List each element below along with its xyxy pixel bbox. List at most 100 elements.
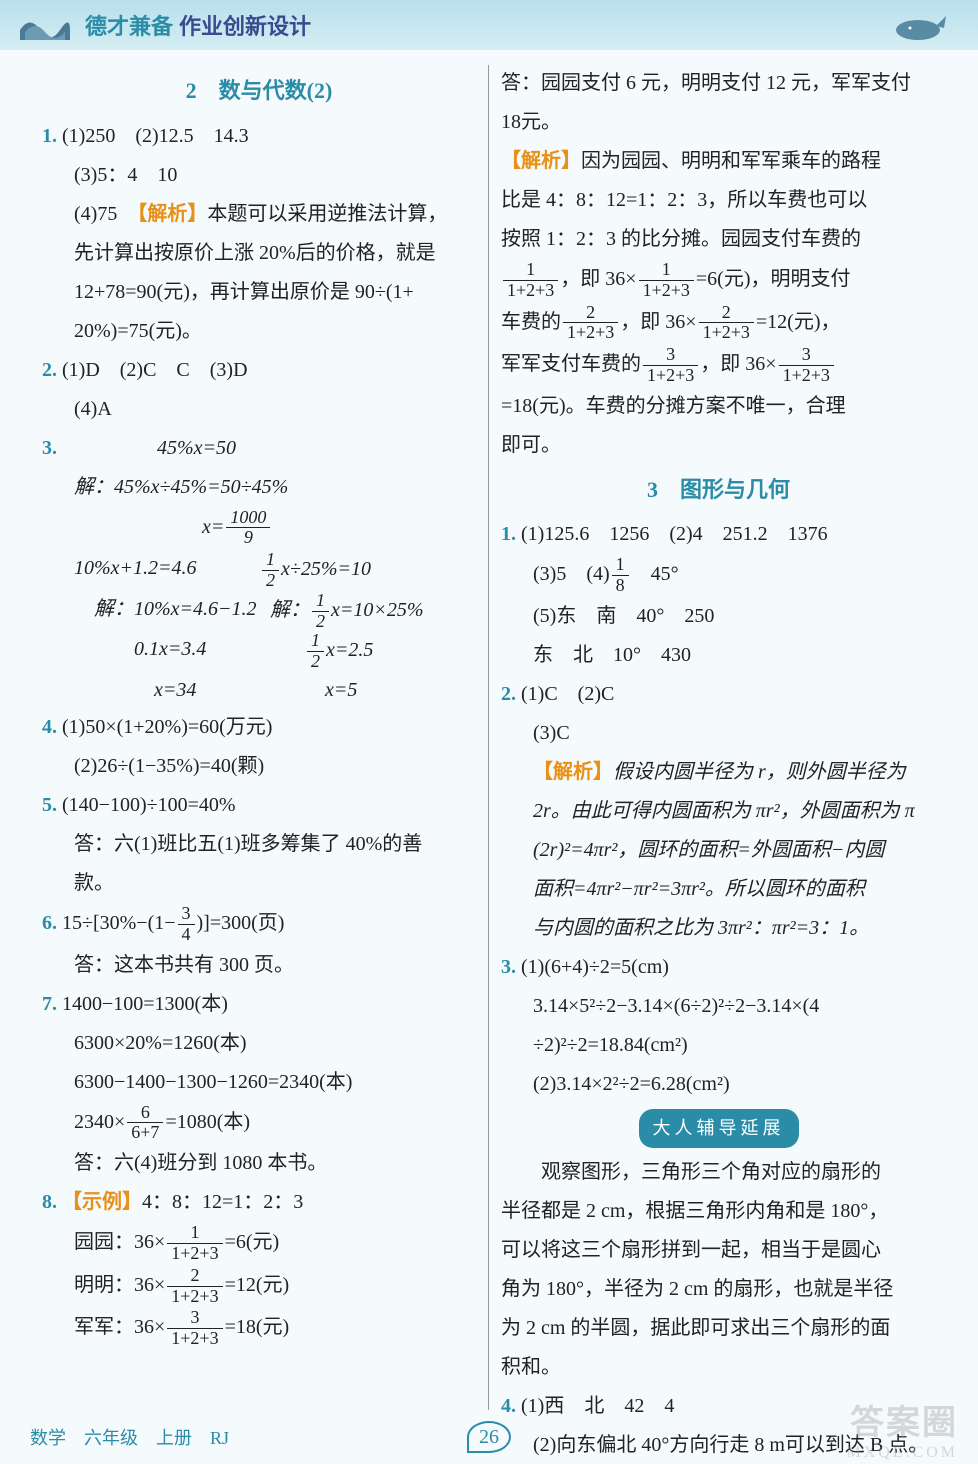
guide-l5: 为 2 cm 的半圆，据此即可求出三个扇形的面 xyxy=(501,1310,936,1347)
q1-l4: 先计算出按原价上涨 20%后的价格，就是 xyxy=(42,235,476,272)
r-top-a7: =18(元)。车费的分摊方案不唯一，合理 xyxy=(501,388,936,425)
q7-l5: 答：六(4)班分到 1080 本书。 xyxy=(42,1145,476,1182)
rq2-l1: (1)C (2)C xyxy=(521,683,614,705)
rq1-l1: (1)125.6 1256 (2)4 251.2 1376 xyxy=(521,523,828,545)
q6-pre: 15÷[30%−(1− xyxy=(62,912,176,934)
whale-icon xyxy=(888,8,948,43)
section-title-left: 2 数与代数(2) xyxy=(42,71,476,112)
content-area: 2 数与代数(2) 1. (1)250 (2)12.5 14.3 (3)5：4 … xyxy=(0,50,978,1410)
q1-l5: 12+78=90(元)，再计算出原价是 90÷(1+ xyxy=(42,274,476,311)
footer-text: 数学 六年级 上册 RJ xyxy=(30,1424,229,1450)
q7: 7. 1400−100=1300(本) xyxy=(42,986,476,1023)
q5-num: 5. xyxy=(42,794,57,816)
q7-l4: 2340×66+7=1080(本) xyxy=(42,1103,476,1144)
left-column: 2 数与代数(2) 1. (1)250 (2)12.5 14.3 (3)5：4 … xyxy=(30,65,489,1410)
watermark-main: 答案圈 xyxy=(850,1395,958,1444)
wave-icon xyxy=(20,10,70,40)
rq4-num: 4. xyxy=(501,1395,516,1417)
q4-l2: (2)26÷(1−35%)=40(颗) xyxy=(42,748,476,785)
q3-eq3: x=10009 xyxy=(42,508,476,549)
q3-eq2: 解：45%x÷45%=50÷45% xyxy=(42,469,476,506)
rq2-num: 2. xyxy=(501,683,516,705)
guide-l6: 积和。 xyxy=(501,1349,936,1386)
guide-l4: 角为 180°，半径为 2 cm 的扇形，也就是半径 xyxy=(501,1271,936,1308)
q1: 1. (1)250 (2)12.5 14.3 xyxy=(42,118,476,155)
guide-l3: 可以将这三个扇形拼到一起，相当于是圆心 xyxy=(501,1232,936,1269)
watermark-sub: MXQE.COM xyxy=(846,1444,958,1462)
q3-eq3bot: 9 xyxy=(226,528,270,548)
q5-l1: (140−100)÷100=40% xyxy=(62,794,236,816)
q8-l1: 4：8：12=1：2：3 xyxy=(142,1191,303,1213)
q3-row3: 解：10%x=4.6−1.2 解：12x=10×25% xyxy=(42,591,476,632)
q1-num: 1. xyxy=(42,125,57,147)
q3-row2: 10%x+1.2=4.6 12x÷25%=10 xyxy=(42,550,476,591)
rq2-a: 【解析】假设内圆半径为 r，则外圆半径为 xyxy=(501,754,936,791)
page-number: 26 xyxy=(467,1421,511,1453)
r-top-a5: 车费的21+2+3，即 36×21+2+3=12(元)， xyxy=(501,303,936,344)
q3-row4: 0.1x=3.4 12x=2.5 xyxy=(42,631,476,672)
section-title-right: 3 图形与几何 xyxy=(501,470,936,511)
q1-l3: (4)75 【解析】本题可以采用逆推法计算， xyxy=(42,196,476,233)
rq4-l1: (1)西 北 42 4 xyxy=(521,1395,674,1417)
q2: 2. (1)D (2)C C (3)D xyxy=(42,352,476,389)
q4-l1: (1)50×(1+20%)=60(万元) xyxy=(62,716,272,738)
q5-l2: 答：六(1)班比五(1)班多筹集了 40%的善 xyxy=(42,826,476,863)
r-top-l2: 18元。 xyxy=(501,104,936,141)
q2-num: 2. xyxy=(42,359,57,381)
q3-eq3top: 1000 xyxy=(226,508,270,529)
q3-row2b: 12x÷25%=10 xyxy=(260,550,446,591)
badge-wrap: 大人辅导延展 xyxy=(501,1109,936,1148)
header-title-2: 作业创新设计 xyxy=(179,9,311,41)
r-top-a2: 比是 4：8：12=1：2：3，所以车费也可以 xyxy=(501,182,936,219)
q6: 6. 15÷[30%−(1−34)]=300(页) xyxy=(42,904,476,945)
q8-num: 8. xyxy=(42,1191,57,1213)
q6-suf: )]=300(页) xyxy=(197,912,285,934)
header-title-1: 德才兼备 xyxy=(85,9,173,41)
rq3-l4: (2)3.14×2²÷2=6.28(cm²) xyxy=(501,1066,936,1103)
guide-l1: 观察图形，三角形三个角对应的扇形的 xyxy=(501,1154,936,1191)
q3-row2a: 10%x+1.2=4.6 xyxy=(74,550,260,591)
q5-l3: 款。 xyxy=(42,865,476,902)
rq2: 2. (1)C (2)C xyxy=(501,676,936,713)
r-top-a: 【解析】因为园园、明明和军军乘车的路程 xyxy=(501,143,936,180)
q7-l1: 1400−100=1300(本) xyxy=(62,993,228,1015)
rq1-l3: (5)东 南 40° 250 xyxy=(501,598,936,635)
guide-l2: 半径都是 2 cm，根据三角形内角和是 180°， xyxy=(501,1193,936,1230)
guidance-badge: 大人辅导延展 xyxy=(639,1109,799,1148)
r-top-a3: 按照 1：2：3 的比分摊。园园支付车费的 xyxy=(501,221,936,258)
rq2-a5: 与内圆的面积之比为 3πr²：πr²=3：1。 xyxy=(501,910,936,947)
r-top-l1: 答：园园支付 6 元，明明支付 12 元，军军支付 xyxy=(501,65,936,102)
q8-r1: 园园：36×11+2+3=6(元) xyxy=(42,1223,476,1264)
q1-l3a: (4)75 xyxy=(74,203,137,225)
analysis-label-r: 【解析】 xyxy=(501,150,581,172)
rq1: 1. (1)125.6 1256 (2)4 251.2 1376 xyxy=(501,516,936,553)
q7-l2: 6300×20%=1260(本) xyxy=(42,1025,476,1062)
q8-r2: 明明：36×21+2+3=12(元) xyxy=(42,1266,476,1307)
right-column: 答：园园支付 6 元，明明支付 12 元，军军支付 18元。 【解析】因为园园、… xyxy=(489,65,948,1410)
q3-row5b: x=5 xyxy=(275,672,446,709)
rq3: 3. (1)(6+4)÷2=5(cm) xyxy=(501,949,936,986)
q3-row3a: 解：10%x=4.6−1.2 xyxy=(74,591,270,632)
q7-l3: 6300−1400−1300−1260=2340(本) xyxy=(42,1064,476,1101)
r-top-a4: 11+2+3，即 36×11+2+3=6(元)，明明支付 xyxy=(501,260,936,301)
q3-row4a: 0.1x=3.4 xyxy=(74,631,275,672)
rq1-num: 1. xyxy=(501,523,516,545)
rq3-num: 3. xyxy=(501,956,516,978)
q3-row3b: 解：12x=10×25% xyxy=(270,591,446,632)
rq3-l2: 3.14×5²÷2−3.14×(6÷2)²÷2−3.14×(4 xyxy=(501,988,936,1025)
r-top-a8: 即可。 xyxy=(501,427,936,464)
q3-row5a: x=34 xyxy=(74,672,275,709)
rq2-a3: (2r)²=4πr²，圆环的面积=外圆面积−内圆 xyxy=(501,832,936,869)
q6-l2: 答：这本书共有 300 页。 xyxy=(42,947,476,984)
rq2-l2: (3)C xyxy=(501,715,936,752)
rq2-a4: 面积=4πr²−πr²=3πr²。所以圆环的面积 xyxy=(501,871,936,908)
q3: 3. 45%x=50 xyxy=(42,430,476,467)
example-label: 【示例】 xyxy=(62,1191,142,1213)
q1-l6: 20%)=75(元)。 xyxy=(42,313,476,350)
rq2-a2: 2r。由此可得内圆面积为 πr²，外圆面积为 π xyxy=(501,793,936,830)
rq3-l3: ÷2)²÷2=18.84(cm²) xyxy=(501,1027,936,1064)
rq1-l2: (3)5 (4)18 45° xyxy=(501,555,936,596)
q1-l2: (3)5：4 10 xyxy=(42,157,476,194)
q6-num: 6. xyxy=(42,912,57,934)
page-header: 德才兼备 作业创新设计 xyxy=(0,0,978,50)
